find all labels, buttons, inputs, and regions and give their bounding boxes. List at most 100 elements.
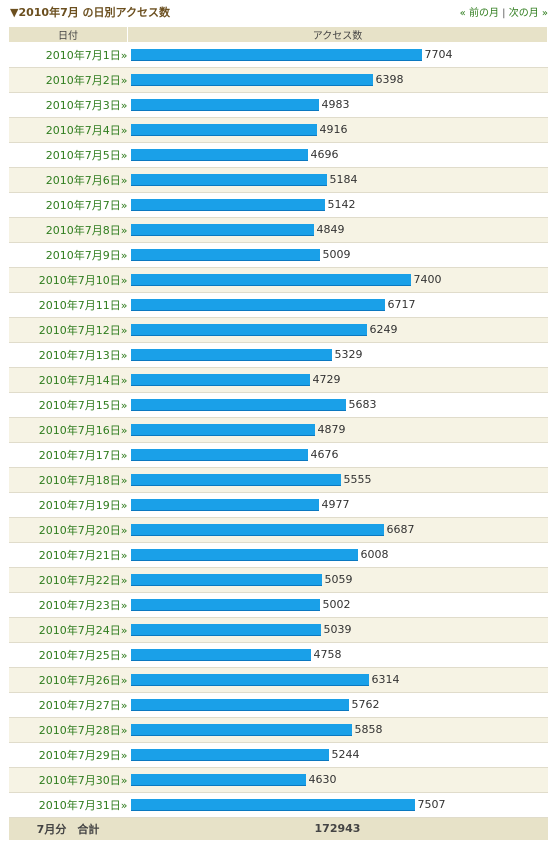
- value-label: 4696: [310, 148, 339, 161]
- date-link[interactable]: 2010年7月12日»: [38, 324, 128, 337]
- date-cell: 2010年7月28日»: [8, 717, 128, 743]
- date-link[interactable]: 2010年7月6日»: [45, 174, 128, 187]
- date-cell: 2010年7月21日»: [8, 542, 128, 568]
- date-link[interactable]: 2010年7月8日»: [45, 224, 128, 237]
- date-link[interactable]: 2010年7月25日»: [38, 649, 128, 662]
- bar-cell: 5142: [127, 192, 548, 218]
- bar-cell: 4977: [127, 492, 548, 518]
- date-cell: 2010年7月2日»: [8, 67, 128, 93]
- table-row: 2010年7月4日» 4916: [8, 117, 548, 143]
- prev-month-link[interactable]: « 前の月: [459, 8, 499, 19]
- date-link[interactable]: 2010年7月16日»: [38, 424, 128, 437]
- table-row: 2010年7月14日» 4729: [8, 367, 548, 393]
- access-bar: [130, 574, 322, 586]
- value-label: 7400: [413, 273, 442, 286]
- access-bar: [130, 374, 310, 386]
- next-month-link[interactable]: 次の月 »: [508, 8, 548, 19]
- access-bar: [130, 324, 367, 336]
- value-label: 4916: [319, 123, 348, 136]
- table-row: 2010年7月11日» 6717: [8, 292, 548, 318]
- date-link[interactable]: 2010年7月21日»: [38, 549, 128, 562]
- access-bar: [130, 799, 415, 811]
- date-link[interactable]: 2010年7月2日»: [45, 74, 128, 87]
- access-bar: [130, 699, 349, 711]
- date-cell: 2010年7月23日»: [8, 592, 128, 618]
- access-bar: [130, 424, 315, 436]
- date-link[interactable]: 2010年7月3日»: [45, 99, 128, 112]
- date-link[interactable]: 2010年7月29日»: [38, 749, 128, 762]
- date-cell: 2010年7月15日»: [8, 392, 128, 418]
- value-label: 5858: [354, 723, 383, 736]
- date-link[interactable]: 2010年7月18日»: [38, 474, 128, 487]
- date-link[interactable]: 2010年7月5日»: [45, 149, 128, 162]
- bar-cell: 5244: [127, 742, 548, 768]
- date-cell: 2010年7月13日»: [8, 342, 128, 368]
- access-bar: [130, 549, 358, 561]
- access-bar: [130, 74, 373, 86]
- table-row: 2010年7月17日» 4676: [8, 442, 548, 468]
- value-label: 4849: [316, 223, 345, 236]
- date-link[interactable]: 2010年7月30日»: [38, 774, 128, 787]
- date-link[interactable]: 2010年7月1日»: [45, 49, 128, 62]
- bar-cell: 6314: [127, 667, 548, 693]
- access-bar: [130, 499, 319, 511]
- date-cell: 2010年7月27日»: [8, 692, 128, 718]
- access-bar: [130, 449, 308, 461]
- bar-cell: 5059: [127, 567, 548, 593]
- access-bar: [130, 249, 320, 261]
- date-cell: 2010年7月16日»: [8, 417, 128, 443]
- date-cell: 2010年7月22日»: [8, 567, 128, 593]
- table-row: 2010年7月21日» 6008: [8, 542, 548, 568]
- date-link[interactable]: 2010年7月19日»: [38, 499, 128, 512]
- date-cell: 2010年7月17日»: [8, 442, 128, 468]
- table-row: 2010年7月2日» 6398: [8, 67, 548, 93]
- date-link[interactable]: 2010年7月28日»: [38, 724, 128, 737]
- bar-cell: 4879: [127, 417, 548, 443]
- table-row: 2010年7月13日» 5329: [8, 342, 548, 368]
- table-row: 2010年7月10日» 7400: [8, 267, 548, 293]
- table-row: 2010年7月24日» 5039: [8, 617, 548, 643]
- bar-cell: 6008: [127, 542, 548, 568]
- date-link[interactable]: 2010年7月4日»: [45, 124, 128, 137]
- value-label: 5039: [323, 623, 352, 636]
- date-cell: 2010年7月31日»: [8, 792, 128, 818]
- table-row: 2010年7月3日» 4983: [8, 92, 548, 118]
- date-link[interactable]: 2010年7月23日»: [38, 599, 128, 612]
- date-link[interactable]: 2010年7月22日»: [38, 574, 128, 587]
- date-link[interactable]: 2010年7月31日»: [38, 799, 128, 812]
- table-row: 2010年7月19日» 4977: [8, 492, 548, 518]
- date-link[interactable]: 2010年7月9日»: [45, 249, 128, 262]
- value-label: 5142: [327, 198, 356, 211]
- date-cell: 2010年7月30日»: [8, 767, 128, 793]
- date-link[interactable]: 2010年7月15日»: [38, 399, 128, 412]
- table-row: 2010年7月23日» 5002: [8, 592, 548, 618]
- value-label: 5329: [334, 348, 363, 361]
- date-link[interactable]: 2010年7月11日»: [38, 299, 128, 312]
- date-cell: 2010年7月11日»: [8, 292, 128, 318]
- table-row: 2010年7月27日» 5762: [8, 692, 548, 718]
- access-bar: [130, 674, 369, 686]
- access-bar: [130, 524, 384, 536]
- date-link[interactable]: 2010年7月14日»: [38, 374, 128, 387]
- access-bar: [130, 399, 346, 411]
- access-bar: [130, 349, 332, 361]
- date-link[interactable]: 2010年7月26日»: [38, 674, 128, 687]
- bar-cell: 7507: [127, 792, 548, 818]
- page-title: ▼2010年7月 の日別アクセス数: [10, 6, 171, 19]
- value-label: 5009: [322, 248, 351, 261]
- date-link[interactable]: 2010年7月27日»: [38, 699, 128, 712]
- date-link[interactable]: 2010年7月20日»: [38, 524, 128, 537]
- date-cell: 2010年7月12日»: [8, 317, 128, 343]
- table-row: 2010年7月1日» 7704: [8, 42, 548, 68]
- date-link[interactable]: 2010年7月7日»: [45, 199, 128, 212]
- date-link[interactable]: 2010年7月13日»: [38, 349, 128, 362]
- table-row: 2010年7月25日» 4758: [8, 642, 548, 668]
- bar-cell: 4696: [127, 142, 548, 168]
- value-label: 7704: [424, 48, 453, 61]
- bar-cell: 4983: [127, 92, 548, 118]
- access-bar: [130, 299, 385, 311]
- date-link[interactable]: 2010年7月10日»: [38, 274, 128, 287]
- date-link[interactable]: 2010年7月17日»: [38, 449, 128, 462]
- access-bar: [130, 724, 352, 736]
- date-link[interactable]: 2010年7月24日»: [38, 624, 128, 637]
